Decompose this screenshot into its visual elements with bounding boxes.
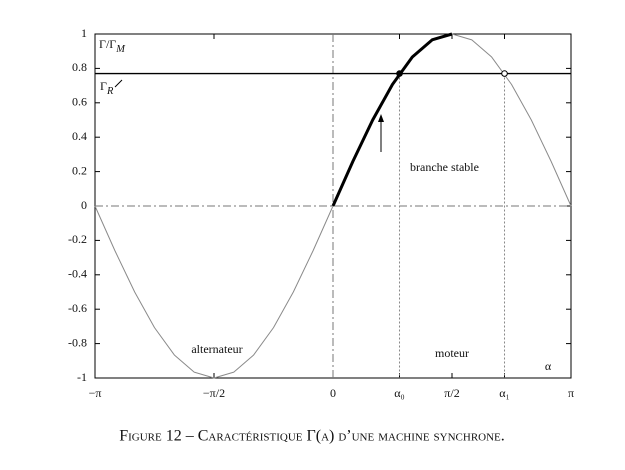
- annotation: alternateur: [191, 342, 242, 356]
- y-tick-label: -0.6: [68, 301, 87, 315]
- y-tick-label: -1: [77, 370, 87, 384]
- y-axis-label-sub: M: [115, 44, 126, 55]
- x-tick-label: −π: [89, 386, 102, 400]
- annotation: moteur: [435, 346, 469, 360]
- x-tick-label: α₀: [394, 386, 404, 400]
- x-tick-label: α₁: [499, 386, 509, 400]
- y-tick-label: -0.2: [68, 232, 87, 246]
- y-axis-label-main: Γ/Γ: [99, 37, 116, 51]
- caption: Figure 12 – Caractéristique Γ(α) d’une m…: [119, 428, 505, 445]
- curve: [331, 32, 453, 207]
- x-tick-label: 0: [330, 386, 336, 400]
- arrow-head: [378, 114, 384, 122]
- y-axis-label: Γ/ΓM: [99, 37, 126, 56]
- x-tick-label: π: [568, 386, 574, 400]
- reference-label-sub: R: [106, 86, 114, 97]
- x-tick-label: π/2: [444, 386, 459, 400]
- x-tick-label: −π/2: [203, 386, 225, 400]
- y-tick-label: -0.8: [68, 335, 87, 349]
- marker: [396, 70, 403, 77]
- y-tick-label: 0: [81, 198, 87, 212]
- reference-label: ΓR: [100, 79, 114, 98]
- y-tick-label: 0.6: [72, 95, 87, 109]
- y-tick-label: -0.4: [68, 267, 87, 281]
- x-axis-label: α: [545, 359, 552, 373]
- y-tick-label: 0.4: [72, 129, 87, 143]
- annotation-arrow: [114, 79, 123, 88]
- marker: [501, 70, 508, 77]
- annotation: branche stable: [410, 160, 479, 174]
- reference-label-main: Γ: [100, 79, 107, 93]
- y-tick-label: 0.8: [72, 60, 87, 74]
- y-tick-label: 0.2: [72, 163, 87, 177]
- y-tick-label: 1: [81, 26, 87, 40]
